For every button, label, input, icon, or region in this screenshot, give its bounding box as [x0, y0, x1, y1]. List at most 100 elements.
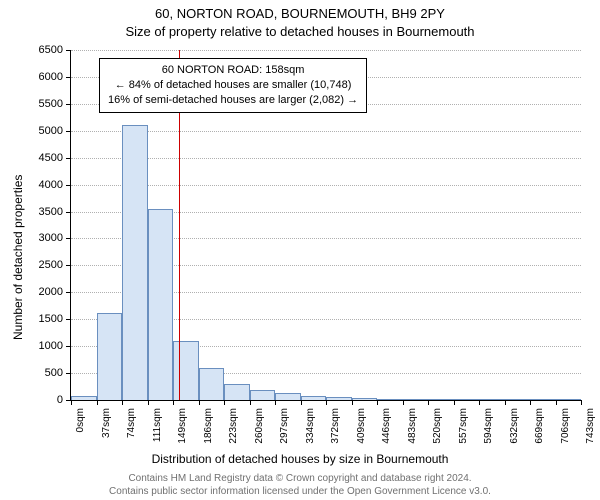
x-tick-label: 223sqm — [228, 408, 239, 458]
histogram-bar — [352, 398, 378, 400]
histogram-bar — [250, 390, 276, 400]
x-tick — [250, 400, 251, 405]
x-tick — [403, 400, 404, 405]
histogram-bar — [275, 393, 301, 400]
y-tick-label: 5000 — [21, 125, 63, 137]
histogram-bar — [224, 384, 250, 400]
histogram-bar — [556, 399, 582, 400]
x-tick — [122, 400, 123, 405]
histogram-bar — [71, 396, 97, 400]
x-tick-label: 186sqm — [203, 408, 214, 458]
x-tick-label: 372sqm — [330, 408, 341, 458]
histogram-bar — [428, 399, 454, 400]
gridline — [71, 158, 581, 159]
x-tick-label: 260sqm — [254, 408, 265, 458]
y-tick — [66, 238, 71, 239]
footer-line2: Contains public sector information licen… — [0, 486, 600, 497]
y-tick — [66, 373, 71, 374]
x-tick — [224, 400, 225, 405]
x-tick — [556, 400, 557, 405]
annotation-box: 60 NORTON ROAD: 158sqm ← 84% of detached… — [99, 58, 367, 113]
histogram-bar — [97, 313, 123, 400]
x-tick-label: 669sqm — [534, 408, 545, 458]
y-axis-label: Number of detached properties — [11, 175, 25, 340]
page-subtitle: Size of property relative to detached ho… — [0, 24, 600, 39]
gridline — [71, 185, 581, 186]
x-tick-label: 594sqm — [483, 408, 494, 458]
y-tick-label: 500 — [21, 367, 63, 379]
histogram-bar — [403, 399, 429, 400]
y-tick — [66, 50, 71, 51]
y-tick-label: 3000 — [21, 232, 63, 244]
x-tick — [275, 400, 276, 405]
y-tick — [66, 346, 71, 347]
histogram-bar — [199, 368, 225, 400]
histogram-plot: 0500100015002000250030003500400045005000… — [70, 50, 581, 401]
annotation-line2: ← 84% of detached houses are smaller (10… — [108, 78, 358, 93]
histogram-bar — [148, 209, 174, 400]
x-tick-label: 446sqm — [381, 408, 392, 458]
histogram-bar — [505, 399, 531, 400]
x-tick-label: 706sqm — [560, 408, 571, 458]
x-tick — [530, 400, 531, 405]
y-tick-label: 1500 — [21, 313, 63, 325]
histogram-bar — [530, 399, 556, 400]
annotation-line3: 16% of semi-detached houses are larger (… — [108, 93, 358, 108]
x-tick-label: 74sqm — [126, 408, 137, 458]
y-tick — [66, 77, 71, 78]
x-tick — [581, 400, 582, 405]
y-tick — [66, 131, 71, 132]
x-tick-label: 483sqm — [407, 408, 418, 458]
x-tick — [505, 400, 506, 405]
y-tick-label: 3500 — [21, 206, 63, 218]
x-tick — [326, 400, 327, 405]
x-tick — [479, 400, 480, 405]
y-tick-label: 1000 — [21, 340, 63, 352]
annotation-line1: 60 NORTON ROAD: 158sqm — [108, 63, 358, 78]
y-tick-label: 6500 — [21, 44, 63, 56]
x-tick — [428, 400, 429, 405]
footer-line1: Contains HM Land Registry data © Crown c… — [0, 473, 600, 484]
x-tick-label: 743sqm — [585, 408, 596, 458]
histogram-bar — [479, 399, 505, 400]
x-tick-label: 0sqm — [75, 408, 86, 458]
gridline — [71, 131, 581, 132]
y-tick — [66, 265, 71, 266]
x-axis-label: Distribution of detached houses by size … — [0, 452, 600, 466]
gridline — [71, 50, 581, 51]
y-tick-label: 4500 — [21, 152, 63, 164]
chart-root: 60, NORTON ROAD, BOURNEMOUTH, BH9 2PY Si… — [0, 0, 600, 500]
histogram-bar — [377, 399, 403, 400]
y-tick-label: 5500 — [21, 98, 63, 110]
x-tick-label: 409sqm — [356, 408, 367, 458]
x-tick-label: 297sqm — [279, 408, 290, 458]
x-tick-label: 334sqm — [305, 408, 316, 458]
histogram-bar — [173, 341, 199, 400]
y-tick — [66, 185, 71, 186]
x-tick-label: 520sqm — [432, 408, 443, 458]
y-tick — [66, 212, 71, 213]
y-tick-label: 2500 — [21, 259, 63, 271]
x-tick — [352, 400, 353, 405]
y-tick-label: 2000 — [21, 286, 63, 298]
y-tick — [66, 292, 71, 293]
x-tick-label: 37sqm — [101, 408, 112, 458]
x-tick — [97, 400, 98, 405]
y-tick-label: 4000 — [21, 179, 63, 191]
x-tick-label: 557sqm — [458, 408, 469, 458]
histogram-bar — [326, 397, 352, 400]
y-tick — [66, 104, 71, 105]
x-tick — [301, 400, 302, 405]
x-tick-label: 149sqm — [177, 408, 188, 458]
x-tick — [173, 400, 174, 405]
x-tick-label: 632sqm — [509, 408, 520, 458]
x-tick — [148, 400, 149, 405]
y-tick-label: 6000 — [21, 71, 63, 83]
y-tick — [66, 319, 71, 320]
x-tick — [454, 400, 455, 405]
x-tick-label: 111sqm — [152, 408, 163, 458]
histogram-bar — [301, 396, 327, 400]
x-tick — [199, 400, 200, 405]
histogram-bar — [122, 125, 148, 400]
page-title: 60, NORTON ROAD, BOURNEMOUTH, BH9 2PY — [0, 6, 600, 21]
